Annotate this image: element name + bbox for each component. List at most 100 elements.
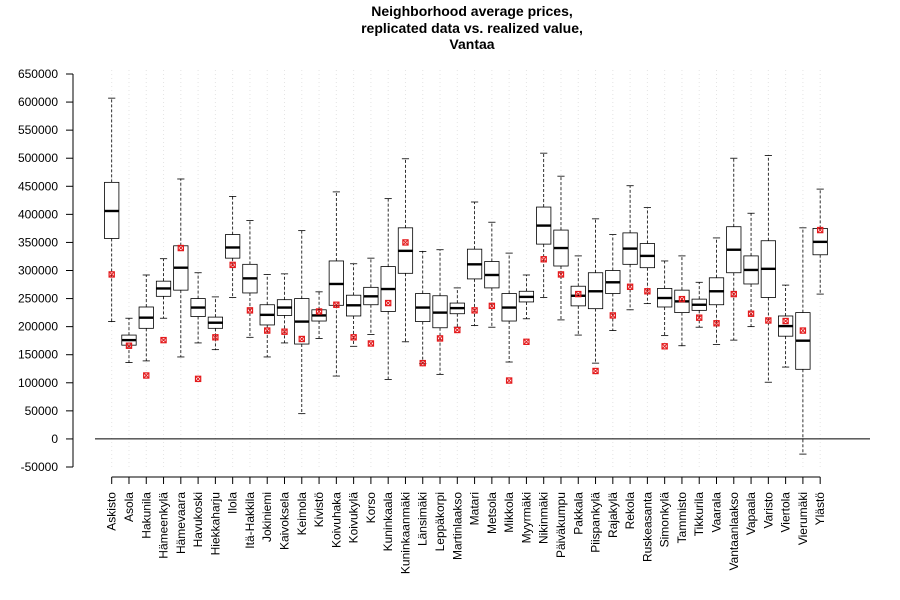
realized-marker-square bbox=[540, 256, 547, 263]
realized-marker-square bbox=[471, 307, 478, 314]
realized-marker-4 bbox=[177, 244, 185, 252]
box-2 bbox=[138, 274, 154, 362]
realized-marker-cross-b bbox=[506, 377, 513, 384]
realized-marker-square bbox=[609, 312, 617, 319]
realized-marker-cross-b bbox=[540, 256, 547, 263]
realized-marker-square bbox=[626, 283, 634, 290]
y-tick-label: 250000 bbox=[18, 292, 58, 306]
x-tick-label: Rekola bbox=[623, 492, 637, 530]
realized-marker-square bbox=[333, 301, 340, 308]
realized-marker-cross-b bbox=[229, 261, 236, 268]
realized-marker-cross-b bbox=[696, 314, 703, 321]
x-tick-label: Koivukylä bbox=[347, 492, 361, 544]
x-tick-label: Tammisto bbox=[675, 492, 689, 544]
realized-marker-square bbox=[782, 317, 789, 325]
realized-marker-9 bbox=[264, 327, 271, 334]
realized-marker-39 bbox=[782, 317, 789, 325]
box-41 bbox=[812, 188, 828, 295]
realized-marker-cross-b bbox=[350, 334, 357, 341]
x-tick-label: Ruskeasanta bbox=[640, 492, 654, 562]
box-12 bbox=[311, 291, 327, 339]
x-tick-label: Viertola bbox=[779, 492, 793, 533]
box-9 bbox=[259, 274, 275, 358]
realized-marker-square bbox=[246, 307, 254, 314]
box-31 bbox=[639, 207, 655, 305]
realized-marker-square bbox=[765, 317, 772, 324]
realized-marker-12 bbox=[315, 308, 323, 315]
realized-marker-26 bbox=[557, 271, 565, 278]
x-tick-label: Vapaala bbox=[744, 492, 758, 535]
realized-marker-24 bbox=[523, 338, 530, 346]
box-23 bbox=[501, 252, 517, 363]
realized-marker-square bbox=[281, 328, 288, 335]
realized-marker-square bbox=[315, 308, 323, 315]
x-tick-label: Leppäkorpi bbox=[433, 492, 447, 551]
realized-marker-10 bbox=[281, 328, 288, 335]
box-10 bbox=[276, 273, 293, 344]
realized-marker-square bbox=[108, 271, 115, 278]
realized-marker-cross-b bbox=[281, 328, 288, 335]
box-20 bbox=[449, 287, 465, 328]
chart-title: Neighborhood average prices, replicated … bbox=[0, 3, 900, 53]
x-tick-label: Askisto bbox=[105, 492, 119, 531]
realized-marker-13 bbox=[333, 301, 340, 308]
realized-marker-square bbox=[143, 372, 150, 379]
realized-marker-square bbox=[799, 327, 807, 334]
realized-marker-cross-b bbox=[488, 302, 495, 309]
realized-marker-37 bbox=[747, 310, 755, 317]
box-5 bbox=[190, 272, 206, 344]
realized-marker-38 bbox=[765, 317, 772, 324]
x-tick-label: Kuninkaanmäki bbox=[398, 492, 412, 574]
box-8 bbox=[242, 220, 258, 338]
x-tick-label: Länsimäki bbox=[416, 492, 430, 546]
x-tick-label: Pakkala bbox=[571, 492, 585, 535]
y-tick-label: 500000 bbox=[18, 151, 58, 165]
realized-marker-square bbox=[160, 336, 167, 344]
realized-marker-cross-b bbox=[212, 334, 219, 341]
realized-markers-layer bbox=[108, 226, 824, 384]
y-tick-label: 0 bbox=[51, 432, 58, 446]
realized-marker-27 bbox=[575, 290, 582, 298]
realized-marker-square bbox=[678, 295, 686, 303]
grid-layer bbox=[111, 70, 821, 470]
y-tick-label: -50000 bbox=[21, 460, 59, 474]
realized-marker-cross-b bbox=[558, 271, 564, 278]
realized-marker-6 bbox=[212, 334, 219, 341]
x-tick-label: Nikinmäki bbox=[537, 492, 551, 544]
realized-marker-41 bbox=[816, 226, 824, 234]
y-axis: -50000 0 50000 100000 150000 200000 250000 3000… bbox=[18, 67, 74, 474]
realized-marker-34 bbox=[696, 314, 703, 321]
box-21 bbox=[466, 201, 483, 326]
realized-marker-25 bbox=[540, 256, 547, 263]
realized-marker-cross-b bbox=[246, 307, 253, 314]
realized-marker-18 bbox=[419, 359, 426, 367]
box-34 bbox=[691, 281, 707, 328]
realized-marker-square bbox=[661, 343, 668, 350]
realized-marker-square bbox=[177, 244, 185, 252]
x-tick-label: Itä-Hakkila bbox=[243, 492, 257, 549]
box-0 bbox=[104, 97, 120, 322]
realized-marker-40 bbox=[799, 327, 807, 334]
box-29 bbox=[605, 234, 621, 331]
y-tick-label: 300000 bbox=[18, 264, 58, 278]
x-tick-label: Asola bbox=[122, 492, 136, 522]
realized-marker-cross-b bbox=[609, 312, 616, 319]
box-32 bbox=[657, 260, 673, 337]
box-11 bbox=[294, 230, 310, 415]
x-tick-label: Simonkylä bbox=[658, 492, 672, 548]
box-38 bbox=[760, 155, 776, 383]
realized-marker-cross-b bbox=[817, 227, 824, 234]
x-tick-label: Martinlaakso bbox=[450, 492, 464, 560]
box-4 bbox=[173, 178, 189, 358]
y-tick-label: 600000 bbox=[18, 95, 58, 109]
realized-marker-2 bbox=[143, 372, 150, 379]
box-35 bbox=[708, 237, 725, 346]
y-tick-label: 450000 bbox=[18, 179, 58, 193]
x-tick-label: Varisto bbox=[761, 492, 775, 529]
realized-marker-cross-b bbox=[385, 300, 392, 307]
box-40 bbox=[795, 227, 811, 455]
box-15 bbox=[363, 257, 379, 335]
realized-marker-cross-b bbox=[799, 327, 806, 334]
